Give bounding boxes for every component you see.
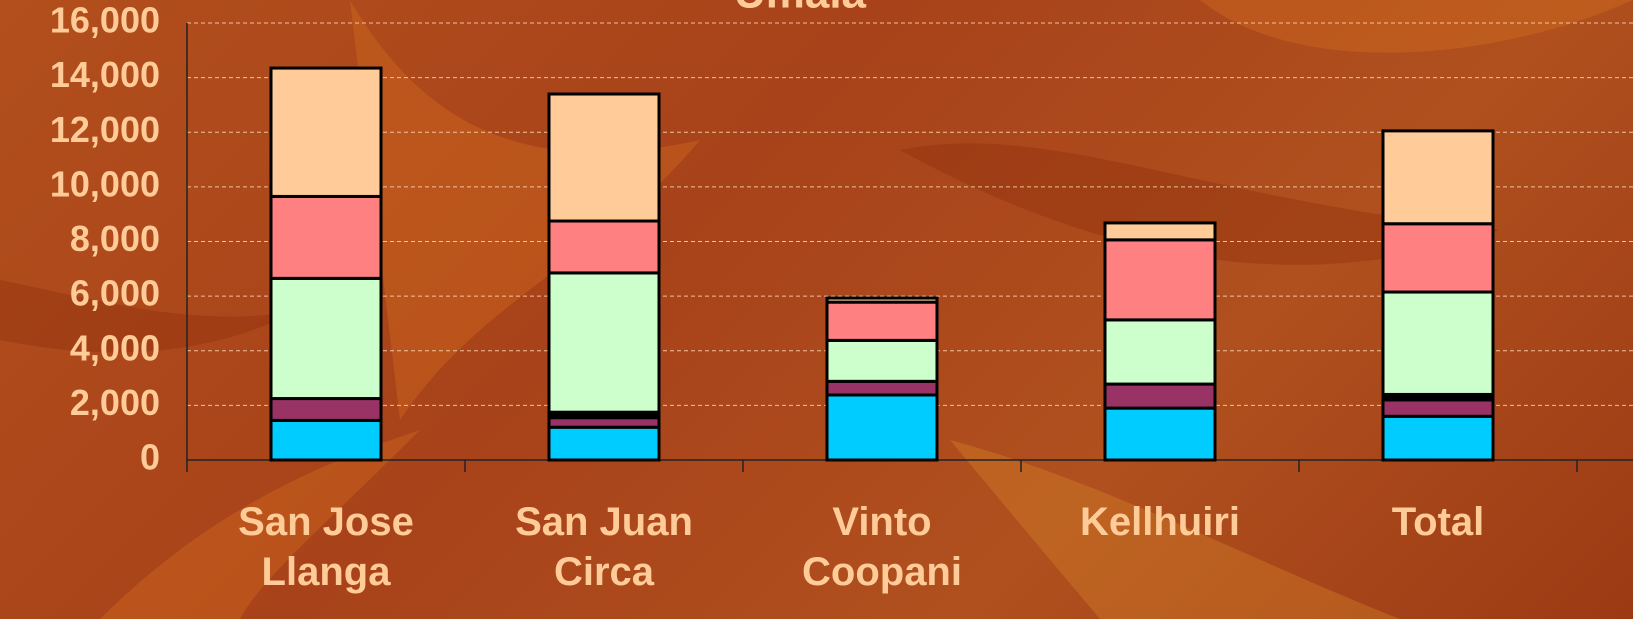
x-tick-label: Vinto Coopani <box>752 497 1012 597</box>
x-tick-label: San Juan Circa <box>474 497 734 597</box>
y-tick-label: 8,000 <box>70 218 160 259</box>
y-tick-label: 6,000 <box>70 273 160 314</box>
x-tick-label: Kellhuiri <box>1030 497 1290 547</box>
x-tick-label: San Jose Llanga <box>196 497 456 597</box>
bar-segment <box>549 221 659 273</box>
bar-segment <box>1383 400 1493 416</box>
bar-segment <box>549 94 659 221</box>
bar-segment <box>1105 240 1215 320</box>
bar-segment <box>827 298 937 302</box>
bar-segment <box>827 340 937 381</box>
bar-segment <box>1383 292 1493 394</box>
bar-segment <box>1105 408 1215 460</box>
bar-segment <box>827 395 937 460</box>
y-tick-label: 16,000 <box>50 0 160 41</box>
bar-segment <box>1105 384 1215 408</box>
x-tick-label: Total <box>1308 497 1568 547</box>
bar-segment <box>827 302 937 340</box>
y-tick-label: 2,000 <box>70 382 160 423</box>
y-tick-label: 4,000 <box>70 327 160 368</box>
bar-segment <box>271 196 381 278</box>
bar-segment <box>1383 416 1493 460</box>
y-tick-label: 10,000 <box>50 163 160 204</box>
bar-segment <box>271 68 381 196</box>
y-tick-label: 0 <box>140 437 160 478</box>
bar-segment <box>271 420 381 460</box>
slide: Umala 0 2,000 4,000 6,000 8,000 10,000 12,000 1… <box>0 0 1633 619</box>
y-tick-label: 14,000 <box>50 54 160 95</box>
bar-segment <box>1105 223 1215 240</box>
y-tick-label: 12,000 <box>50 109 160 150</box>
bar-segment <box>827 381 937 395</box>
bar-segment <box>1383 131 1493 224</box>
bar-segment <box>271 399 381 421</box>
bar-segment <box>1105 320 1215 384</box>
chart-title: Umala <box>734 0 867 18</box>
bar-segment <box>271 278 381 398</box>
bar-segment <box>549 427 659 460</box>
bar-segment <box>1383 224 1493 292</box>
bar-segment <box>549 273 659 412</box>
